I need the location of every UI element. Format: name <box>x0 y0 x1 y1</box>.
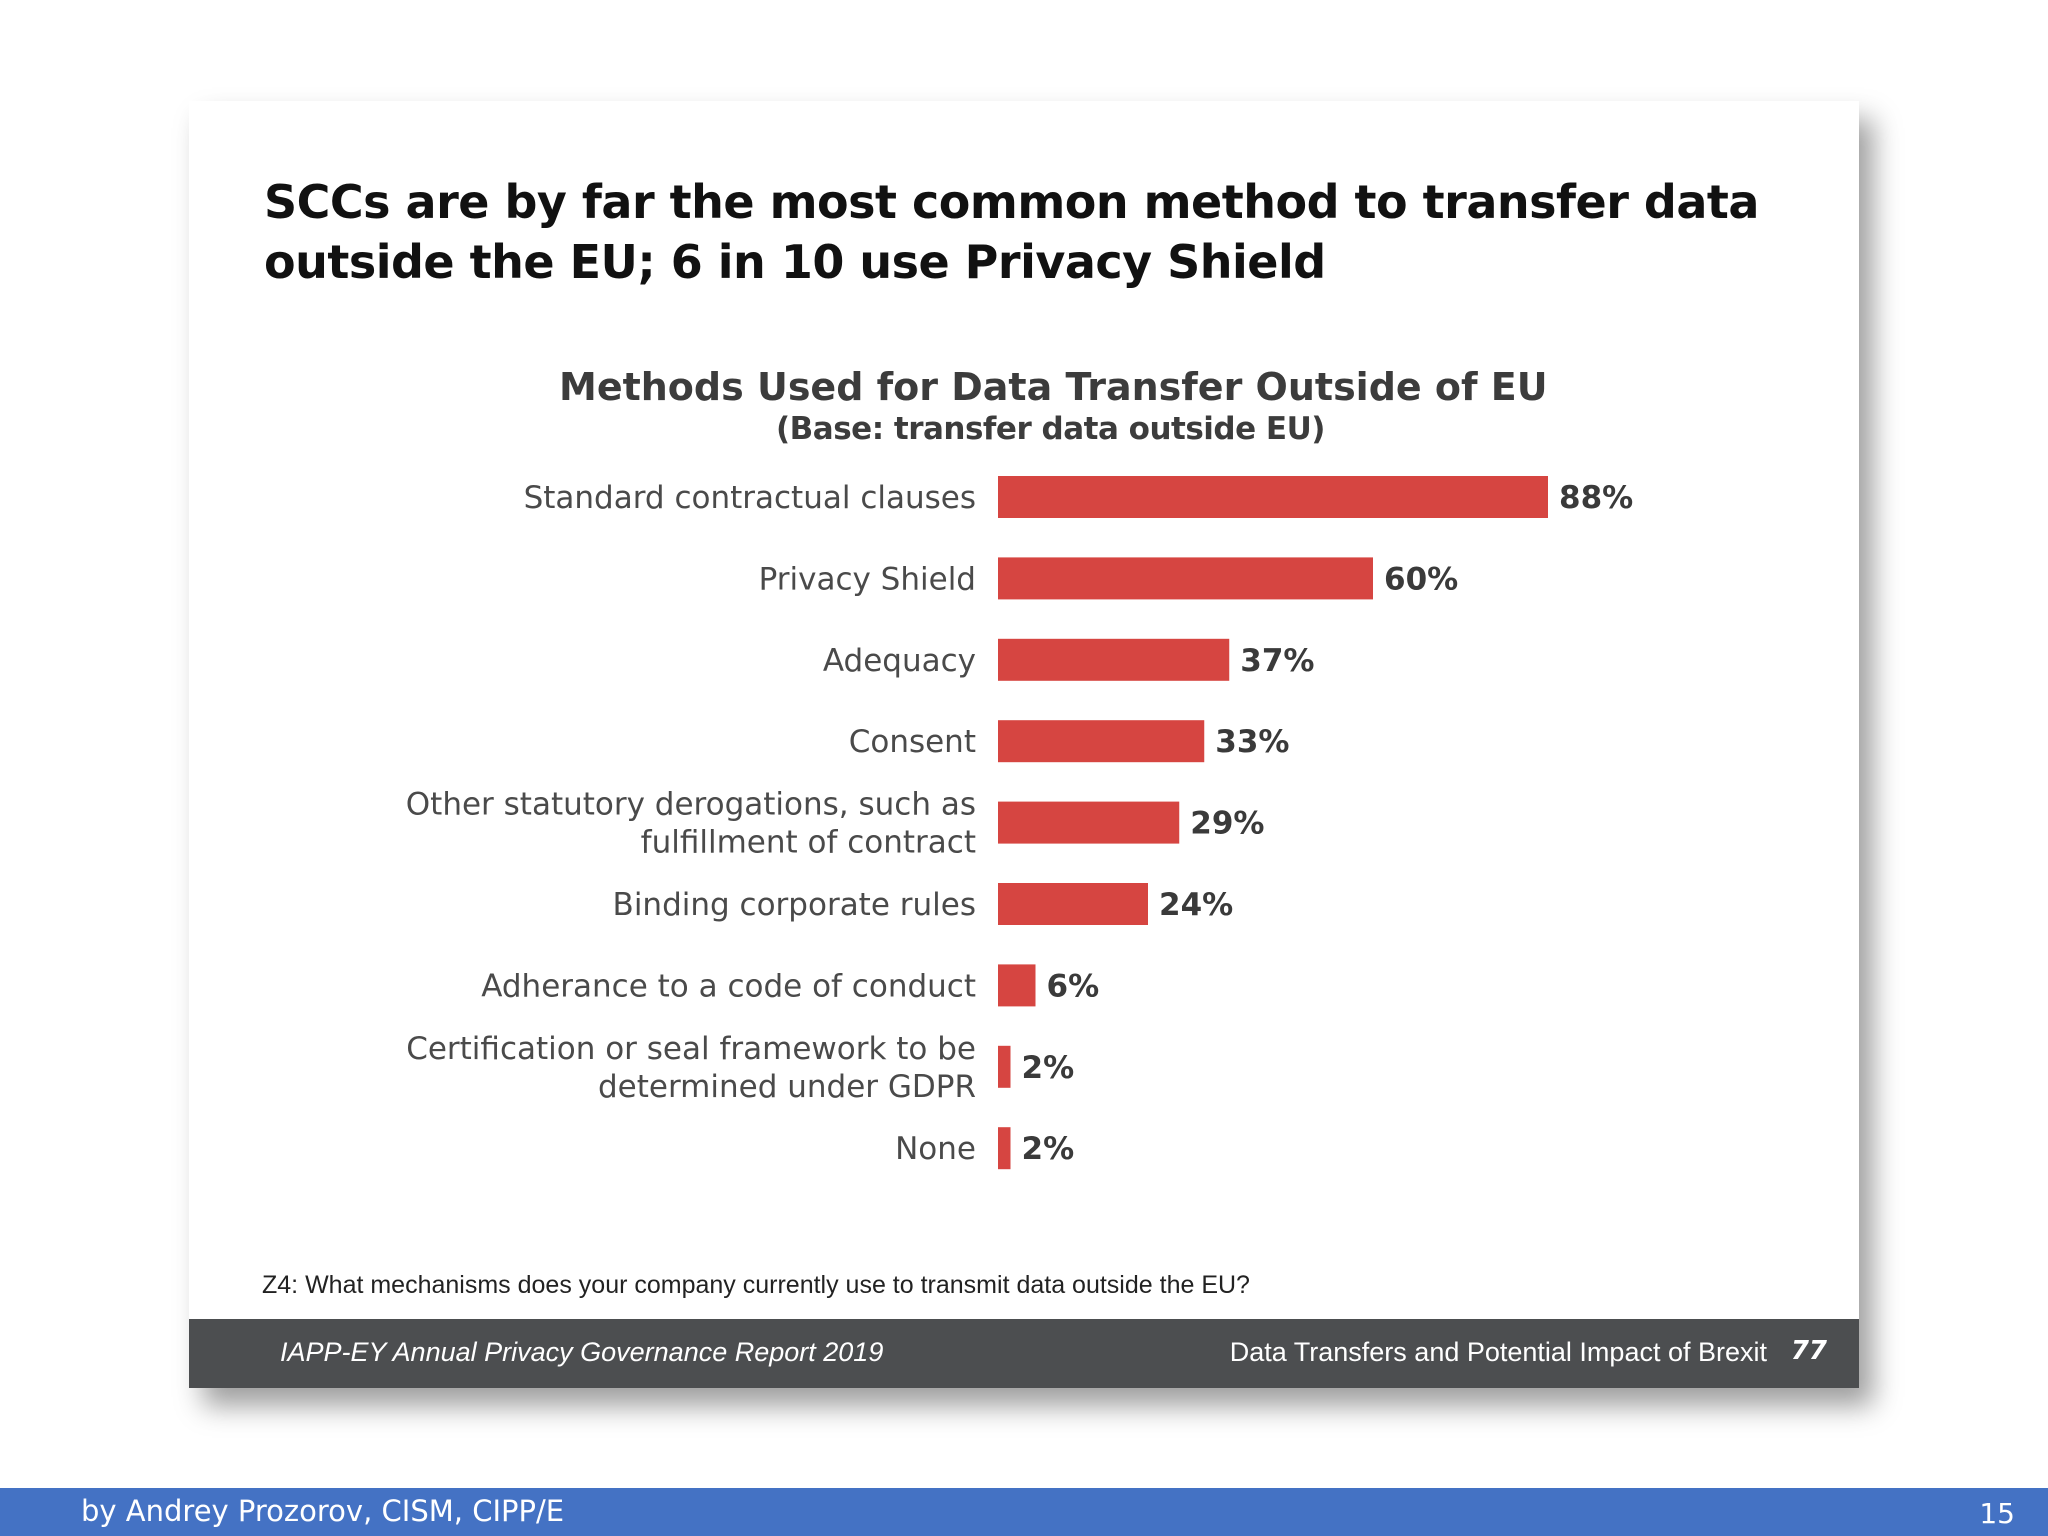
category-label-5-line-2: fulfillment of contract <box>641 825 976 861</box>
section-title: Data Transfers and Potential Impact of B… <box>1229 1337 1767 1367</box>
category-label-9: None <box>895 1131 976 1167</box>
bar-9 <box>998 1127 1011 1170</box>
category-label-6: Binding corporate rules <box>613 887 976 923</box>
value-label-6: 24% <box>1159 887 1233 923</box>
category-label-5-line-1: Other statutory derogations, such as <box>406 787 976 823</box>
value-label-8: 2% <box>1022 1050 1075 1086</box>
report-page-number: 77 <box>1790 1336 1827 1366</box>
value-label-9: 2% <box>1022 1131 1075 1167</box>
bar-7 <box>998 964 1036 1007</box>
value-label-2: 60% <box>1384 561 1458 597</box>
category-label-3: Adequacy <box>823 643 976 679</box>
value-label-7: 6% <box>1047 968 1100 1004</box>
chart-subtitle: (Base: transfer data outside EU) <box>776 411 1325 447</box>
bar-1 <box>998 476 1548 518</box>
headline-line-1: SCCs are by far the most common method t… <box>264 175 1759 229</box>
slide-number: 15 <box>1979 1497 2015 1530</box>
chart-title-text: Methods Used for Data Transfer Outside o… <box>559 365 1548 409</box>
category-label-8-line-1: Certification or seal framework to be <box>406 1031 976 1067</box>
category-label-2: Privacy Shield <box>759 561 976 597</box>
category-label-7: Adherance to a code of conduct <box>481 968 976 1004</box>
slide-author: by Andrey Prozorov, CISM, CIPP/E <box>81 1494 565 1528</box>
bar-5 <box>998 801 1180 844</box>
category-label-8-line-2: determined under GDPR <box>598 1069 976 1105</box>
slide-footer-bar: by Andrey Prozorov, CISM, CIPP/E 15 <box>0 1488 2048 1536</box>
value-label-1: 88% <box>1559 480 1633 516</box>
bar-6 <box>998 883 1148 925</box>
bar-4 <box>998 720 1205 763</box>
category-label-1: Standard contractual clauses <box>524 480 976 516</box>
report-footer: IAPP-EY Annual Privacy Governance Report… <box>189 1319 1859 1388</box>
value-label-4: 33% <box>1215 724 1289 760</box>
value-label-3: 37% <box>1240 643 1314 679</box>
survey-question: Z4: What mechanisms does your company cu… <box>262 1271 1250 1299</box>
bar-8 <box>998 1045 1011 1088</box>
headline: SCCs are by far the most common method t… <box>264 172 1764 292</box>
report-title: IAPP-EY Annual Privacy Governance Report… <box>280 1337 884 1367</box>
bar-3 <box>998 638 1230 681</box>
report-page-card: SCCs are by far the most common method t… <box>189 101 1859 1388</box>
headline-line-2: outside the EU; 6 in 10 use Privacy Shie… <box>264 235 1326 289</box>
category-label-4: Consent <box>849 724 976 760</box>
bar-chart: 88% Standard contractual clauses 60% Privac… <box>406 476 1633 1170</box>
bar-2 <box>998 557 1373 600</box>
value-label-5: 29% <box>1190 806 1264 842</box>
